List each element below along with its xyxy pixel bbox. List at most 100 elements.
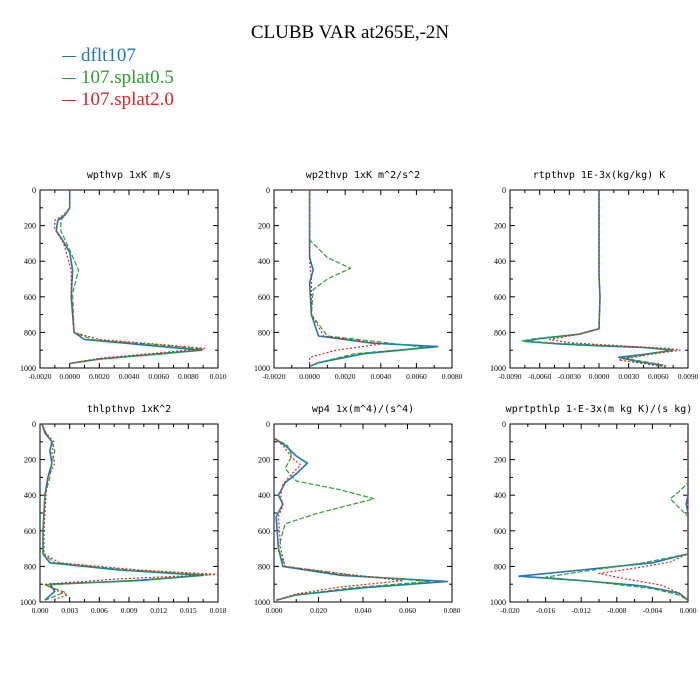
series-line-107.splat2.0 — [273, 437, 404, 601]
chart-title: rtpthvp 1E-3x(kg/kg) K — [533, 170, 665, 181]
x-tick-label: 0.0000 — [589, 372, 610, 381]
series-line-dflt107 — [55, 190, 203, 365]
legend-item: dflt107 — [62, 45, 174, 67]
legend: dflt107 107.splat0.5 107.splat2.0 — [62, 45, 174, 111]
y-tick-label: 1000 — [20, 598, 36, 607]
x-tick-label: 0.0080 — [178, 372, 199, 381]
chart-title: wp2thvp 1xK m^2/s^2 — [306, 170, 420, 181]
page-title: CLUBB VAR at265E,-2N — [250, 22, 450, 43]
series-line-dflt107 — [41, 423, 204, 601]
x-tick-label: 0.009 — [121, 606, 138, 615]
series-line-107.splat2.0 — [548, 190, 681, 368]
y-tick-label: 600 — [24, 293, 36, 302]
legend-label: dflt107 — [81, 45, 136, 66]
series-line-107.splat0.5 — [544, 424, 689, 601]
y-tick-label: 600 — [258, 527, 270, 536]
chart-title: wp4 1x(m^4)/(s^4) — [312, 404, 414, 415]
legend-item: 107.splat2.0 — [62, 89, 174, 111]
y-tick-label: 200 — [258, 222, 270, 231]
y-tick-label: 0 — [266, 420, 270, 429]
legend-swatch — [62, 99, 76, 101]
y-tick-label: 1000 — [490, 598, 506, 607]
series-line-107.splat0.5 — [41, 423, 209, 601]
series-line-107.splat2.0 — [309, 190, 382, 367]
y-tick-label: 800 — [258, 562, 270, 571]
plot-frame — [509, 423, 689, 603]
y-tick-label: 1000 — [490, 364, 506, 373]
x-tick-label: 0.040 — [355, 606, 372, 615]
y-tick-label: 200 — [258, 456, 270, 465]
y-tick-label: 800 — [494, 562, 506, 571]
chart-panel: wprtpthlp 1-E-3x(m kg K)/(s kg) -0.020 -0.… — [490, 404, 697, 615]
chart-title: wprtpthlp 1-E-3x(m kg K)/(s kg) — [506, 404, 693, 415]
chart-panel: rtpthvp 1E-3x(kg/kg) K -0.0090 -0.0060 -0.0… — [490, 170, 699, 381]
x-tick-label: 0.020 — [310, 606, 327, 615]
series-line-107.splat0.5 — [273, 437, 431, 601]
chart-panel: thlpthvp 1xK^2 0.000 0.003 0.006 0.009 0.012 0… — [20, 404, 227, 615]
plot-frame — [273, 423, 453, 603]
x-tick-label: -0.012 — [572, 606, 592, 615]
x-tick-label: 0.0060 — [648, 372, 669, 381]
legend-swatch — [62, 55, 76, 57]
series-line-107.splat0.5 — [521, 190, 675, 367]
x-tick-label: -0.016 — [536, 606, 556, 615]
legend-label: 107.splat0.5 — [81, 67, 174, 88]
y-tick-label: 400 — [258, 257, 270, 266]
x-tick-label: 0.0060 — [406, 372, 427, 381]
y-tick-label: 800 — [258, 328, 270, 337]
legend-item: 107.splat0.5 — [62, 67, 174, 89]
x-tick-label: 0.0020 — [335, 372, 356, 381]
y-tick-label: 1000 — [254, 598, 270, 607]
chart-panel: wp4 1x(m^4)/(s^4) 0.000 0.020 0.040 0.060 0.0… — [254, 404, 461, 615]
y-tick-label: 0 — [266, 186, 270, 195]
y-tick-label: 200 — [494, 222, 506, 231]
x-tick-label: 0.0040 — [119, 372, 140, 381]
y-tick-label: 600 — [494, 527, 506, 536]
x-tick-label: 0.018 — [210, 606, 227, 615]
chart-panel: wp2thvp 1xK m^2/s^2 -0.0020 0.0000 0.0020 0.… — [254, 170, 463, 381]
y-tick-label: 800 — [24, 562, 36, 571]
x-tick-label: 0.0000 — [299, 372, 320, 381]
y-tick-label: 1000 — [20, 364, 36, 373]
x-tick-label: 0.0080 — [442, 372, 463, 381]
x-tick-label: 0.060 — [399, 606, 416, 615]
x-tick-label: 0.012 — [150, 606, 167, 615]
series-line-107.splat0.5 — [309, 190, 426, 367]
y-tick-label: 800 — [494, 328, 506, 337]
x-tick-label: 0.000 — [266, 606, 283, 615]
y-tick-label: 400 — [258, 491, 270, 500]
x-tick-label: 0.0040 — [370, 372, 391, 381]
x-tick-label: 0.000 — [32, 606, 49, 615]
x-tick-label: 0.000 — [680, 606, 697, 615]
series-line-107.splat2.0 — [41, 423, 219, 601]
y-tick-label: 600 — [258, 293, 270, 302]
x-tick-label: 0.010 — [210, 372, 227, 381]
x-tick-label: 0.006 — [91, 606, 108, 615]
legend-swatch — [62, 77, 76, 79]
x-tick-label: 0.0030 — [618, 372, 639, 381]
y-tick-label: 400 — [494, 257, 506, 266]
y-tick-label: 200 — [24, 456, 36, 465]
y-tick-label: 0 — [32, 186, 36, 195]
y-tick-label: 600 — [494, 293, 506, 302]
x-tick-label: -0.0090 — [498, 372, 521, 381]
x-tick-label: -0.0020 — [28, 372, 51, 381]
x-tick-label: 0.0090 — [678, 372, 699, 381]
series-line-107.splat0.5 — [60, 190, 204, 365]
series-line-dflt107 — [518, 424, 689, 601]
x-tick-label: -0.004 — [643, 606, 663, 615]
y-tick-label: 0 — [502, 420, 506, 429]
series-line-107.splat2.0 — [598, 424, 689, 601]
y-tick-label: 800 — [24, 328, 36, 337]
chart-title: wpthvp 1xK m/s — [87, 170, 171, 181]
x-tick-label: 0.015 — [180, 606, 197, 615]
x-tick-label: -0.0030 — [558, 372, 581, 381]
x-tick-label: -0.0020 — [262, 372, 285, 381]
x-tick-label: -0.008 — [607, 606, 627, 615]
y-tick-label: 1000 — [254, 364, 270, 373]
series-line-dflt107 — [273, 437, 449, 601]
legend-label: 107.splat2.0 — [81, 89, 174, 110]
x-tick-label: 0.0020 — [89, 372, 110, 381]
series-line-107.splat2.0 — [54, 190, 206, 365]
